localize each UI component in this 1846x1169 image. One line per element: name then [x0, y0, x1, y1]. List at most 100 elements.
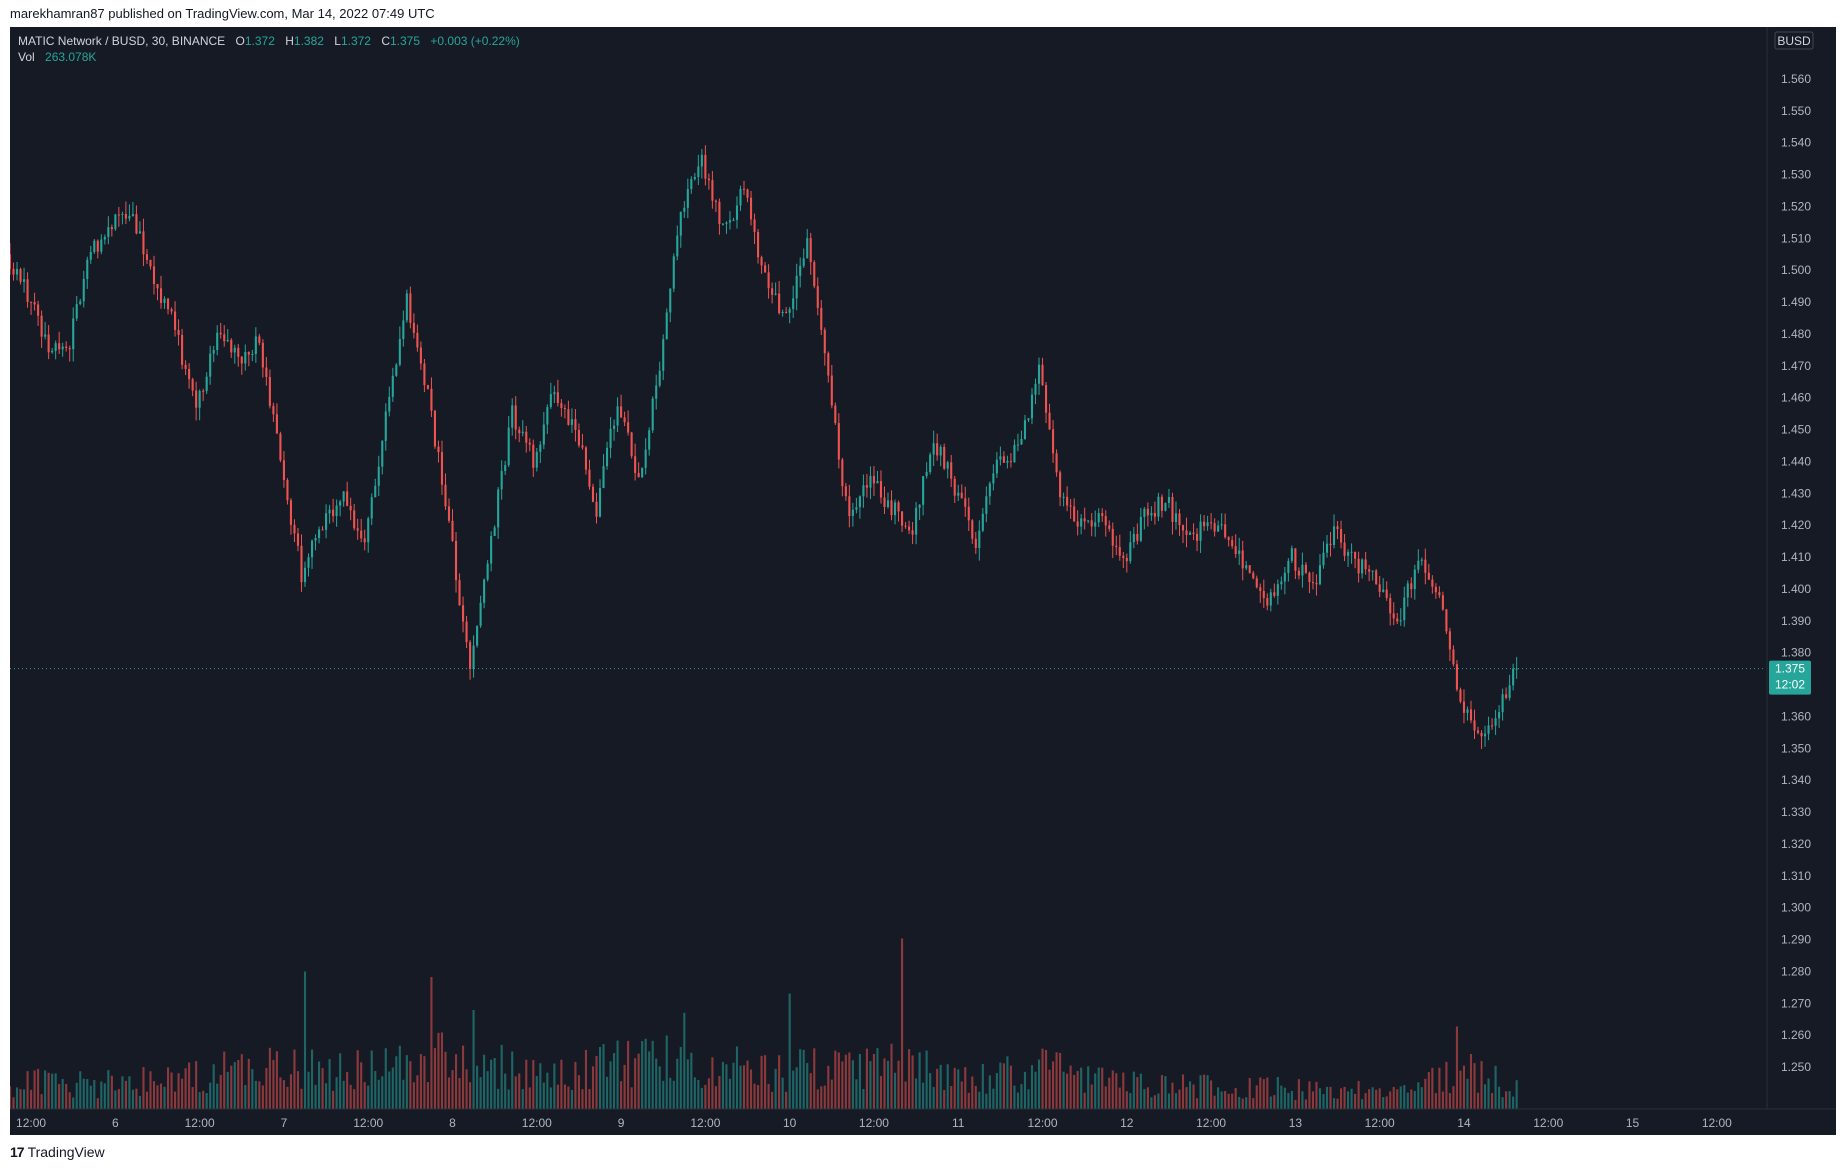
volume-bar	[841, 1061, 844, 1109]
volume-bar	[261, 1085, 264, 1109]
candle-body	[1013, 444, 1016, 463]
candle-body	[753, 219, 756, 232]
volume-bar	[1469, 1053, 1473, 1109]
candle-body	[1136, 533, 1139, 541]
candle-body	[918, 504, 921, 508]
candle-body	[995, 459, 998, 474]
volume-bar	[384, 1048, 387, 1109]
volume-bar	[799, 1049, 802, 1109]
currency-badge[interactable]	[1774, 31, 1814, 50]
candle-body	[191, 379, 194, 391]
volume-bar	[697, 1079, 700, 1109]
candle-body	[1392, 613, 1395, 619]
candle-body	[325, 513, 328, 530]
volume-bar	[1206, 1075, 1209, 1109]
volume-bar	[1480, 1061, 1483, 1109]
candle-body	[992, 473, 995, 484]
candle-body	[883, 497, 886, 508]
candle-body	[936, 443, 939, 456]
volume-bar	[1009, 1065, 1012, 1109]
candle-body	[1512, 668, 1515, 686]
close-value: 1.375	[390, 34, 421, 48]
candle-body	[651, 398, 654, 431]
candle-body	[908, 526, 911, 531]
volume-bar	[806, 1063, 809, 1109]
candle-body	[128, 215, 131, 219]
candle-body	[823, 329, 826, 354]
volume-bar	[1283, 1087, 1286, 1109]
candle-body	[223, 334, 226, 342]
volume-bar	[985, 1093, 988, 1109]
candle-body	[1115, 545, 1118, 548]
symbol-title[interactable]: MATIC Network / BUSD, 30, BINANCE	[18, 34, 226, 48]
volume-bar	[957, 1069, 960, 1109]
volume-bar	[335, 1077, 338, 1109]
volume-bar	[303, 971, 307, 1109]
price-axis[interactable]: 1.250 1.260 1.270 1.280 1.290 1.300 1.310 1.320…	[1781, 72, 1811, 1074]
volume-bar	[616, 1040, 619, 1109]
candle-body	[1181, 525, 1185, 531]
candle-body	[1238, 550, 1241, 555]
volume-bar	[177, 1073, 180, 1109]
candle-body	[272, 405, 275, 415]
candle-body	[72, 318, 75, 350]
volume-bar	[79, 1071, 82, 1109]
volume-bar	[244, 1085, 247, 1109]
time-tick-label: 12:00	[522, 1116, 552, 1130]
price-tick-label: 1.260	[1781, 1028, 1811, 1042]
candle-body	[922, 476, 925, 505]
volume-bar	[444, 1051, 447, 1109]
author-name[interactable]: marekhamran87	[10, 6, 105, 21]
volume-bar	[728, 1078, 732, 1109]
candle-body	[500, 471, 503, 490]
candle-body	[1375, 570, 1378, 585]
candle-body	[82, 278, 85, 302]
volume-bar	[395, 1056, 398, 1109]
candle-body	[342, 491, 345, 502]
chart-panel[interactable]: 1.250 1.260 1.270 1.280 1.290 1.300 1.310 1.320…	[8, 27, 1836, 1135]
volume-bar	[613, 1053, 616, 1109]
volume-bar	[381, 1076, 384, 1109]
price-tick-label: 1.290	[1781, 933, 1811, 947]
candle-body	[725, 222, 728, 224]
price-chart[interactable]: 1.250 1.260 1.270 1.280 1.290 1.300 1.310 1.320…	[8, 27, 1836, 1135]
candle-body	[166, 298, 170, 310]
tradingview-logo[interactable]: 17 TradingView	[10, 1144, 105, 1160]
candle-body	[44, 334, 47, 337]
candle-body	[328, 509, 331, 514]
volume-bar	[1143, 1089, 1146, 1109]
candle-body	[107, 227, 110, 237]
candle-body	[799, 265, 802, 276]
candle-body	[981, 513, 984, 531]
candle-body	[953, 478, 956, 496]
candle-body	[205, 376, 208, 391]
last-price-badge	[1769, 660, 1811, 695]
candle-body	[202, 390, 205, 392]
volume-bar	[1297, 1079, 1300, 1109]
candle-body	[177, 329, 180, 335]
volume-bar	[1150, 1097, 1153, 1109]
time-axis[interactable]: 12:00 6 12:00 7 12:00 8 12:00 9 12:00 10 12:00 11 12…	[16, 1116, 1732, 1130]
volume-bar	[1266, 1077, 1269, 1109]
price-tick-label: 1.510	[1781, 231, 1811, 245]
candle-body	[314, 538, 317, 541]
volume-bar	[816, 1089, 819, 1109]
candle-body	[374, 485, 377, 498]
candle-body	[307, 557, 310, 568]
volume-bar	[1118, 1087, 1121, 1109]
price-tick-label: 1.390	[1781, 614, 1811, 628]
volume-bar	[1139, 1073, 1142, 1109]
candle-body	[641, 467, 644, 478]
volume-bar	[767, 1083, 770, 1109]
candle-body	[1385, 589, 1388, 598]
volume-bar	[574, 1061, 577, 1109]
candle-body	[542, 424, 545, 445]
candle-body	[1080, 518, 1083, 527]
volume-bar	[1178, 1089, 1181, 1109]
price-tick-label: 1.450	[1781, 423, 1811, 437]
volume-bar	[1213, 1095, 1216, 1109]
volume-bar	[1055, 1052, 1058, 1109]
candle-body	[402, 320, 405, 340]
volume-bar	[1445, 1061, 1448, 1109]
volume-bar	[897, 1060, 900, 1109]
